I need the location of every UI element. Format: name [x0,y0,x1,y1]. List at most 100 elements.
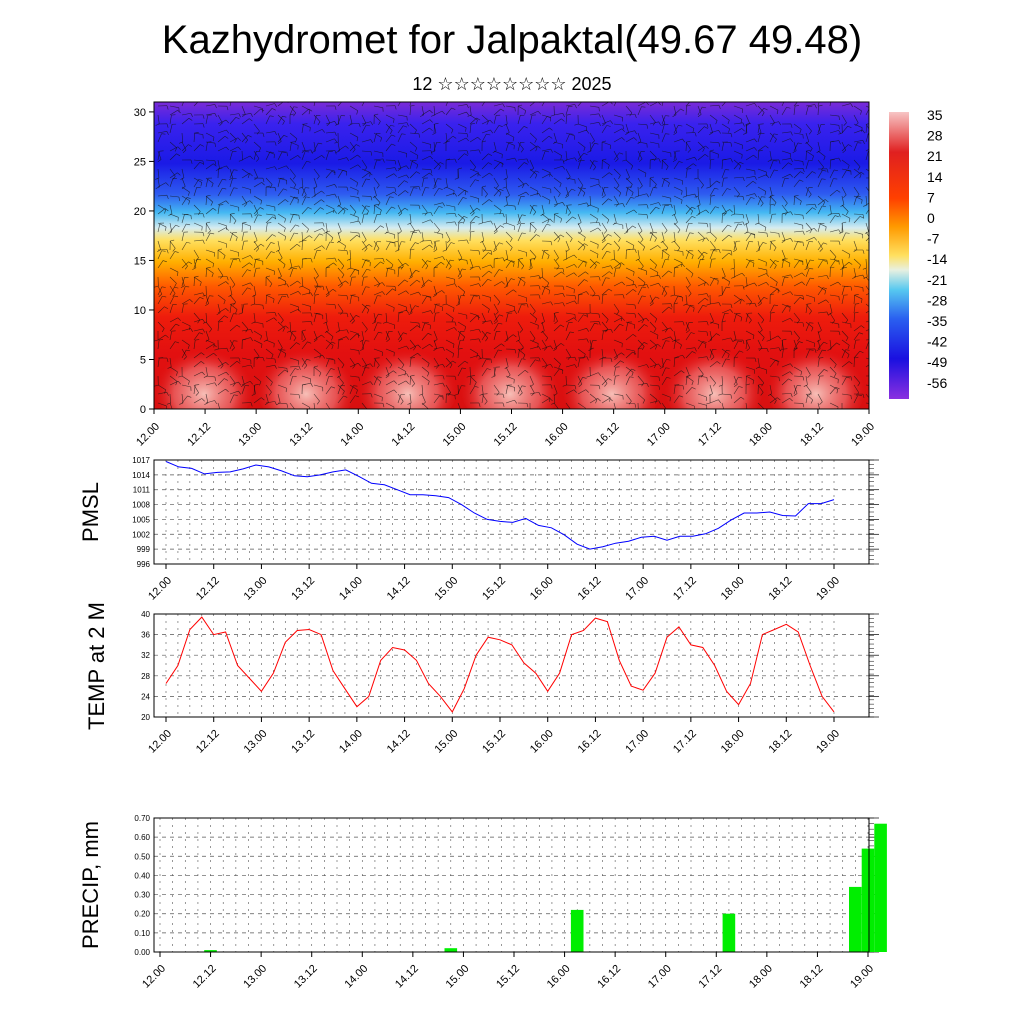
wind-barb-flag [515,339,520,342]
wind-barb [421,310,431,314]
wind-barb-flag [357,190,359,195]
wind-barb-flag [593,166,596,171]
wind-barb-flag [205,303,209,307]
wind-barb [673,138,683,143]
wind-barb-flag [654,184,657,188]
wind-barb-flag [837,281,841,286]
wind-barb-flag [754,147,758,151]
wind-barb [169,115,172,125]
wind-barb [433,313,436,323]
wind-barb [853,304,856,314]
wind-barb [565,285,575,290]
wind-barb-flag [799,179,804,182]
wind-barb [337,141,340,151]
wind-barb [289,155,298,161]
wind-barb [313,168,320,177]
wind-barb-flag [514,349,517,354]
wind-barb-flag [550,345,554,350]
wind-barb-flag [802,215,804,220]
wind-barb [181,118,190,125]
wind-barb [769,347,779,350]
wind-barb-flag [486,358,491,361]
wind-barb-flag [573,254,577,259]
wind-barb-flag [484,193,488,198]
wind-barb [493,222,498,232]
wind-barb [829,281,839,287]
x-tick-label: 17.00 [623,728,651,756]
wind-barb [193,318,203,323]
wind-barb-flag [706,321,709,326]
wind-barb [229,178,233,188]
wind-barb [241,200,251,206]
wind-barb-flag [716,333,720,336]
wind-barb [361,172,370,179]
wind-barb [445,192,455,197]
wind-barb [265,317,275,323]
wind-barb-flag [790,123,793,128]
wind-barb [661,340,666,350]
wind-barb [613,177,620,186]
wind-barb-flag [696,204,701,207]
x-tick-label: 18.00 [747,963,775,991]
wind-barb-flag [262,305,264,310]
wind-barb-flag [432,186,437,189]
wind-barb-flag [523,126,528,129]
wind-barb [505,240,513,248]
wind-barb-flag [764,227,767,232]
wind-barb [205,177,214,184]
wind-barb-flag [408,276,413,279]
wind-barb [193,159,203,162]
wind-barb [373,241,378,251]
wind-barb [745,222,749,232]
wind-barb-flag [302,239,307,242]
wind-barb-flag [574,295,577,300]
wind-barb-flag [705,209,709,214]
wind-barb [673,151,677,161]
wind-barb-flag [549,127,553,131]
wind-barb [313,334,322,341]
wind-barb [709,180,717,188]
wind-barb [325,138,335,143]
wind-barb-flag [569,133,574,135]
wind-barb-flag [702,106,707,109]
wind-barb [769,241,772,251]
y-tick-label: 0.40 [134,871,150,880]
wind-barb-flag [773,247,777,252]
wind-barb [373,225,381,233]
wind-barb [445,357,453,365]
wind-barb-flag [225,281,229,285]
wind-barb [649,294,654,304]
wind-barb [349,220,359,224]
wind-barb-flag [296,243,301,247]
wind-barb-flag [499,192,502,197]
wind-barb-flag [587,150,592,153]
x-tick-label: 18.12 [798,963,826,991]
wind-barb-flag [298,365,301,370]
wind-barb [313,312,323,316]
wind-barb-flag [435,365,439,369]
wind-barb [817,258,827,261]
wind-barb [769,105,779,111]
wind-barb-flag [489,119,493,124]
wind-barb [481,357,491,360]
wind-barb [613,128,623,134]
wind-barb-flag [466,239,469,244]
wind-barb [781,398,790,404]
wind-barb [373,295,378,305]
wind-barb [169,357,172,367]
wind-barb [385,241,391,251]
wind-barb-flag [442,256,445,261]
wind-barb-flag [694,347,697,352]
wind-barb [217,222,227,227]
wind-barb-flag [391,134,396,137]
wind-barb [265,150,275,155]
wind-barb-flag [442,363,446,368]
wind-barb-flag [559,183,562,188]
wind-barb-flag [232,284,236,288]
wind-barb-flag [871,207,875,208]
x-tick-label: 16.00 [528,575,556,603]
wind-barb-flag [874,291,877,294]
wind-barb [265,364,275,368]
wind-barb [637,324,645,332]
wind-barb-flag [608,271,613,275]
